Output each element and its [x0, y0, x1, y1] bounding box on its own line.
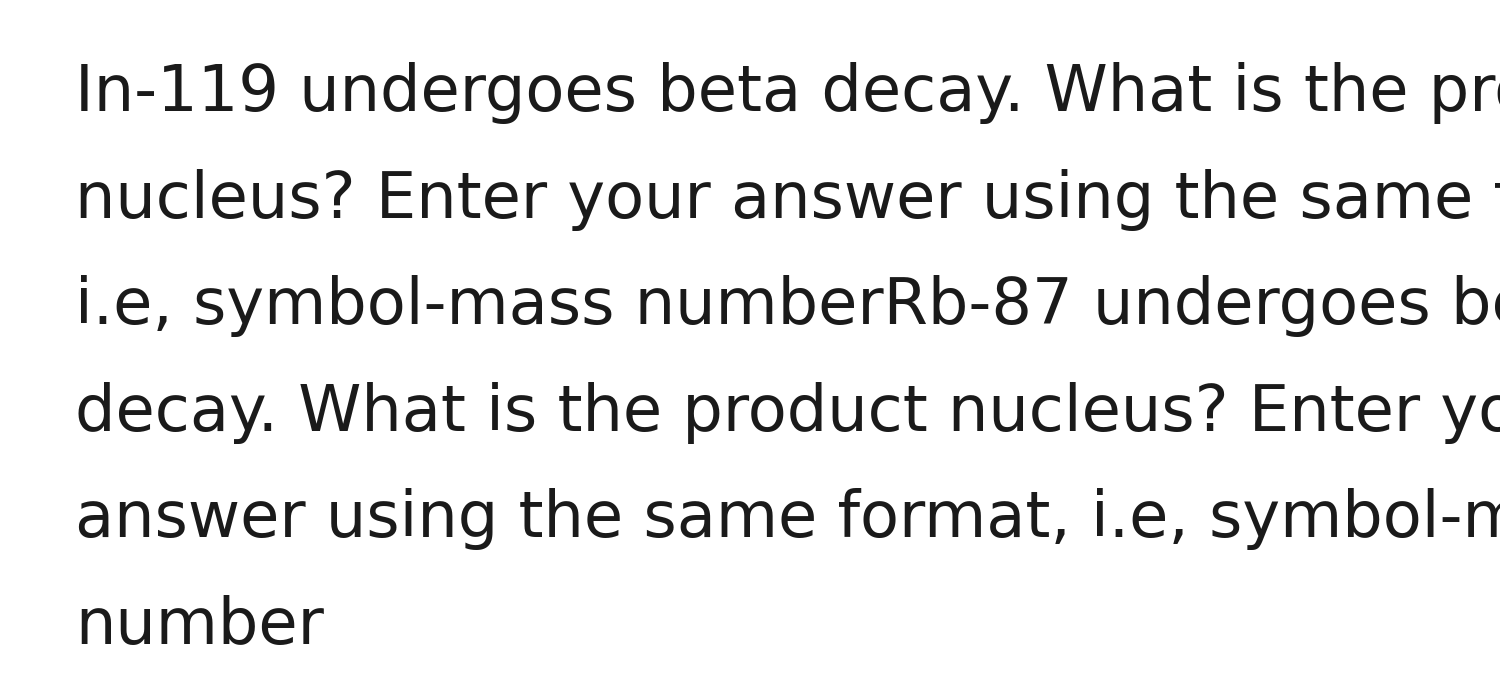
Text: number: number — [75, 595, 324, 657]
Text: In-119 undergoes beta decay. What is the product: In-119 undergoes beta decay. What is the… — [75, 62, 1500, 124]
Text: nucleus? Enter your answer using the same format,: nucleus? Enter your answer using the sam… — [75, 169, 1500, 230]
Text: decay. What is the product nucleus? Enter your: decay. What is the product nucleus? Ente… — [75, 382, 1500, 444]
Text: answer using the same format, i.e, symbol-mass: answer using the same format, i.e, symbo… — [75, 488, 1500, 550]
Text: i.e, symbol-mass numberRb-87 undergoes beta: i.e, symbol-mass numberRb-87 undergoes b… — [75, 275, 1500, 337]
